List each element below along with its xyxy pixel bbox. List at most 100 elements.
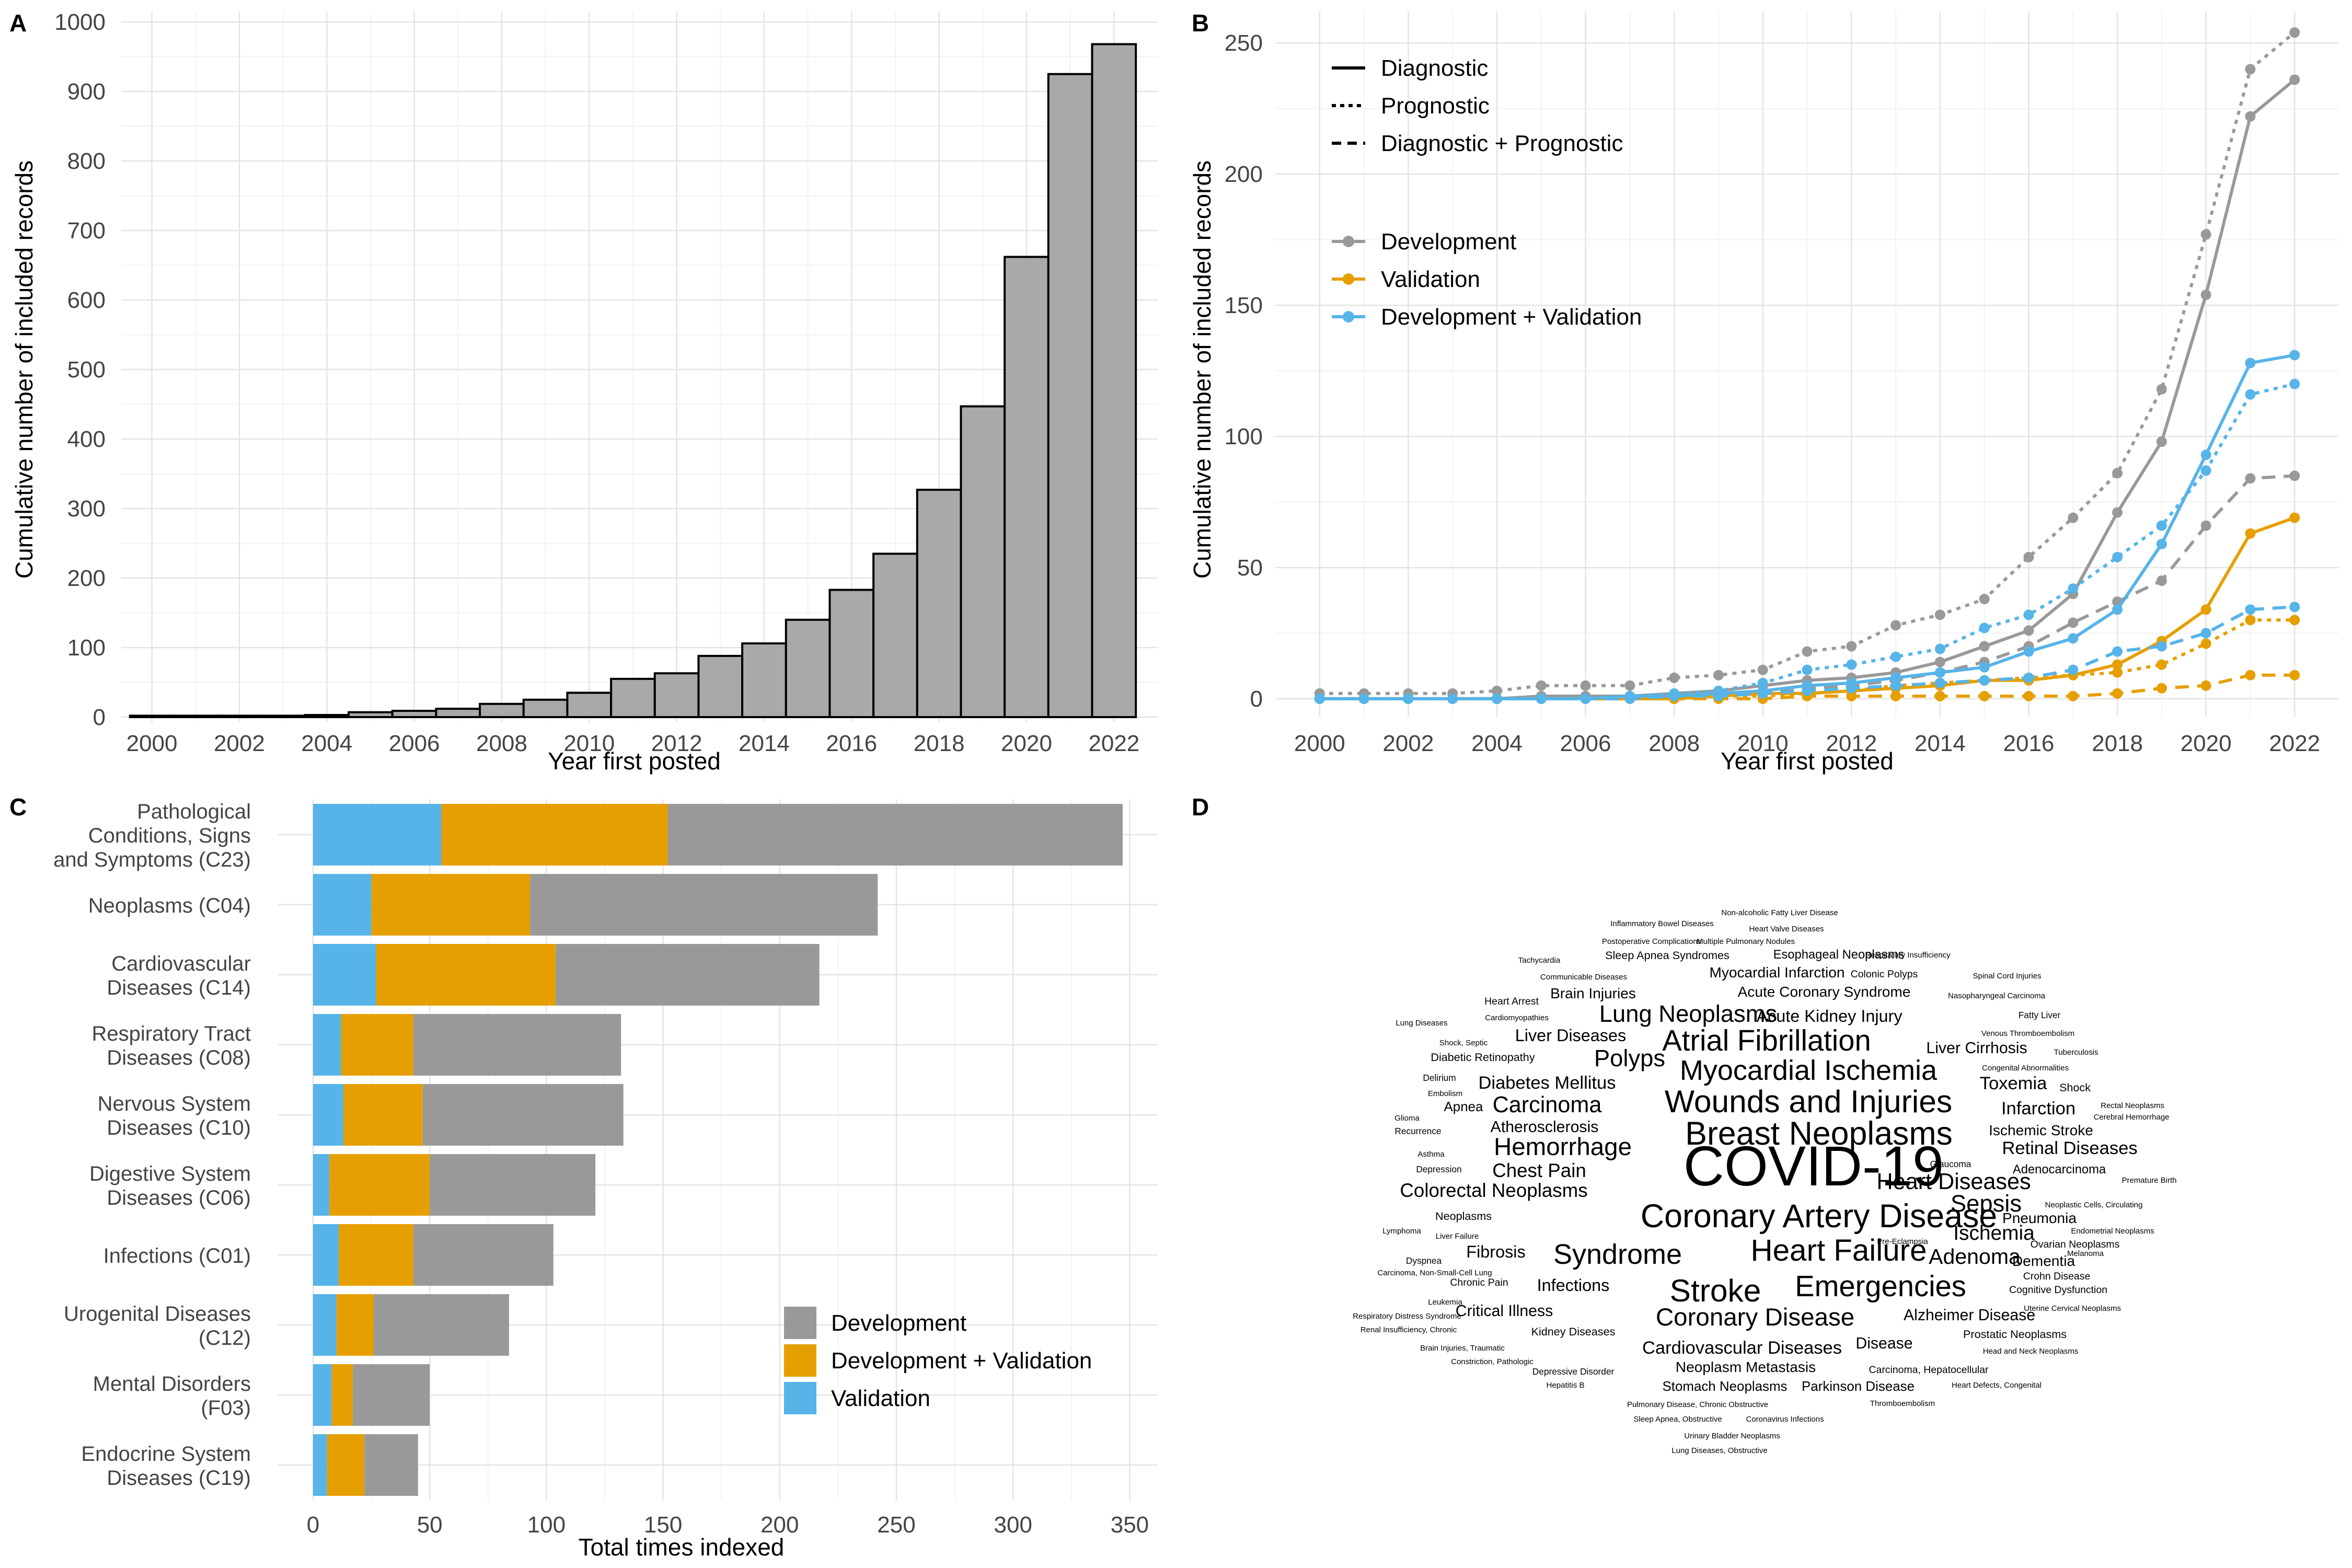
word-cloud-term: Rectal Neoplasms: [2101, 1101, 2164, 1110]
data-point: [2156, 659, 2167, 670]
data-point: [2156, 538, 2167, 549]
word-cloud-term: Diabetic Retinopathy: [1431, 1051, 1535, 1064]
data-point: [2112, 551, 2123, 562]
word-cloud-term: Chronic Pain: [1450, 1277, 1508, 1288]
y-tick-label: 100: [67, 635, 106, 661]
y-tick-label: 800: [67, 148, 106, 174]
word-cloud-term: Heart Defects, Congenital: [1952, 1381, 2042, 1390]
word-cloud-term: Apnea: [1444, 1100, 1484, 1114]
data-point: [2156, 575, 2167, 586]
data-point: [1890, 690, 1901, 701]
word-cloud-term: Critical Illness: [1456, 1302, 1553, 1320]
x-tick-label: 50: [417, 1512, 443, 1538]
word-cloud-term: Nasopharyngeal Carcinoma: [1948, 991, 2046, 1000]
data-point: [2023, 551, 2034, 562]
data-point: [1491, 693, 1502, 704]
word-cloud-term: Venous Thromboembolism: [1981, 1029, 2074, 1038]
y-category-label: Diseases (C19): [107, 1467, 251, 1490]
data-point: [1536, 680, 1547, 691]
y-category-label: Pathological: [137, 800, 251, 823]
word-cloud-term: Cardiomyopathies: [1485, 1013, 1549, 1022]
data-point: [1846, 690, 1857, 701]
panel-label-b: B: [1192, 9, 1209, 37]
word-cloud-term: Fatty Liver: [2019, 1010, 2061, 1020]
bar-segment: [313, 1364, 332, 1426]
legend-key-point: [1343, 273, 1354, 285]
bar-segment: [313, 944, 376, 1006]
bar: [391, 710, 437, 718]
y-category-label: Endocrine System: [81, 1443, 251, 1466]
x-axis-title: Total times indexed: [579, 1534, 785, 1561]
bar-segment: [422, 1084, 624, 1146]
y-category-label: (F03): [201, 1397, 251, 1420]
data-point: [1624, 693, 1635, 704]
word-cloud-term: Heart Diseases: [1876, 1169, 2031, 1194]
bar: [610, 677, 656, 718]
word-cloud-term: Depression: [1416, 1164, 1461, 1174]
bar: [260, 714, 306, 718]
word-cloud-term: Syndrome: [1553, 1239, 1682, 1270]
word-cloud-term: Atherosclerosis: [1491, 1119, 1599, 1136]
data-point: [2023, 672, 2034, 683]
bar-segment: [313, 804, 442, 866]
data-point: [1314, 693, 1325, 704]
word-cloud-term: Ovarian Neoplasms: [2031, 1239, 2120, 1250]
word-cloud-term: Spinal Cord Injuries: [1973, 972, 2042, 981]
word-cloud-term: Myocardial Ischemia: [1680, 1055, 1938, 1086]
word-cloud-term: Cerebral Hemorrhage: [2093, 1113, 2169, 1122]
word-cloud-term: Carcinoma, Hepatocellular: [1869, 1364, 1989, 1376]
bar: [172, 714, 219, 718]
data-point: [2245, 64, 2256, 75]
word-cloud-term: Retinal Diseases: [2002, 1138, 2137, 1158]
word-cloud-term: Stomach Neoplasms: [1662, 1379, 1787, 1394]
bar: [348, 711, 394, 719]
bar: [741, 642, 787, 718]
word-cloud-term: Infections: [1537, 1276, 1610, 1295]
x-tick-label: 2014: [1915, 731, 1966, 756]
word-cloud-term: Cardiovascular Diseases: [1642, 1338, 1842, 1358]
y-category-label: Cardiovascular: [111, 952, 251, 975]
data-point: [2289, 615, 2300, 626]
data-point: [2156, 641, 2167, 652]
y-tick-label: 100: [1225, 424, 1263, 449]
bar-segment: [313, 1154, 330, 1216]
legend-label: Diagnostic + Prognostic: [1381, 131, 1623, 156]
word-cloud-term: Embolism: [1428, 1089, 1462, 1098]
word-cloud-term: Neoplastic Cells, Circulating: [2045, 1201, 2143, 1209]
data-point: [2200, 290, 2211, 301]
word-cloud-term: Premature Birth: [2122, 1176, 2176, 1185]
x-tick-label: 2012: [651, 731, 702, 756]
bar-segment: [329, 1154, 430, 1216]
data-point: [2289, 378, 2300, 389]
bar-segment: [313, 1224, 339, 1286]
word-cloud-term: Kidney Diseases: [1531, 1325, 1616, 1338]
x-tick-label: 2012: [1826, 731, 1877, 756]
y-category-label: (C12): [199, 1327, 251, 1350]
data-point: [1403, 693, 1414, 704]
x-tick-label: 2008: [476, 731, 527, 756]
x-axis-title: Year first posted: [1721, 747, 1894, 775]
word-cloud-term: Dyspnea: [1406, 1255, 1442, 1266]
word-cloud-term: Adenocarcinoma: [2013, 1162, 2106, 1177]
data-point: [1890, 680, 1901, 691]
panel-label-c: C: [9, 793, 27, 821]
legend-label: Prognostic: [1381, 93, 1490, 119]
bar: [916, 489, 962, 719]
y-category-label: Nervous System: [98, 1092, 251, 1115]
bar-segment: [364, 1434, 418, 1496]
bar-segment: [352, 1364, 430, 1426]
data-point: [1979, 675, 1990, 686]
x-tick-label: 2006: [1560, 731, 1611, 756]
word-cloud-term: Breast Neoplasms: [1685, 1115, 1953, 1152]
y-tick-label: 300: [67, 496, 106, 522]
data-point: [2156, 436, 2167, 447]
bar-segment: [430, 1154, 596, 1216]
data-point: [2200, 465, 2211, 476]
x-tick-label: 2010: [563, 731, 615, 756]
x-tick-label: 2020: [1001, 731, 1052, 756]
word-cloud-term: Recurrence: [1394, 1126, 1441, 1136]
data-point: [2245, 389, 2256, 400]
data-point: [2068, 512, 2079, 523]
data-point: [2023, 690, 2034, 701]
data-point: [1979, 662, 1990, 673]
